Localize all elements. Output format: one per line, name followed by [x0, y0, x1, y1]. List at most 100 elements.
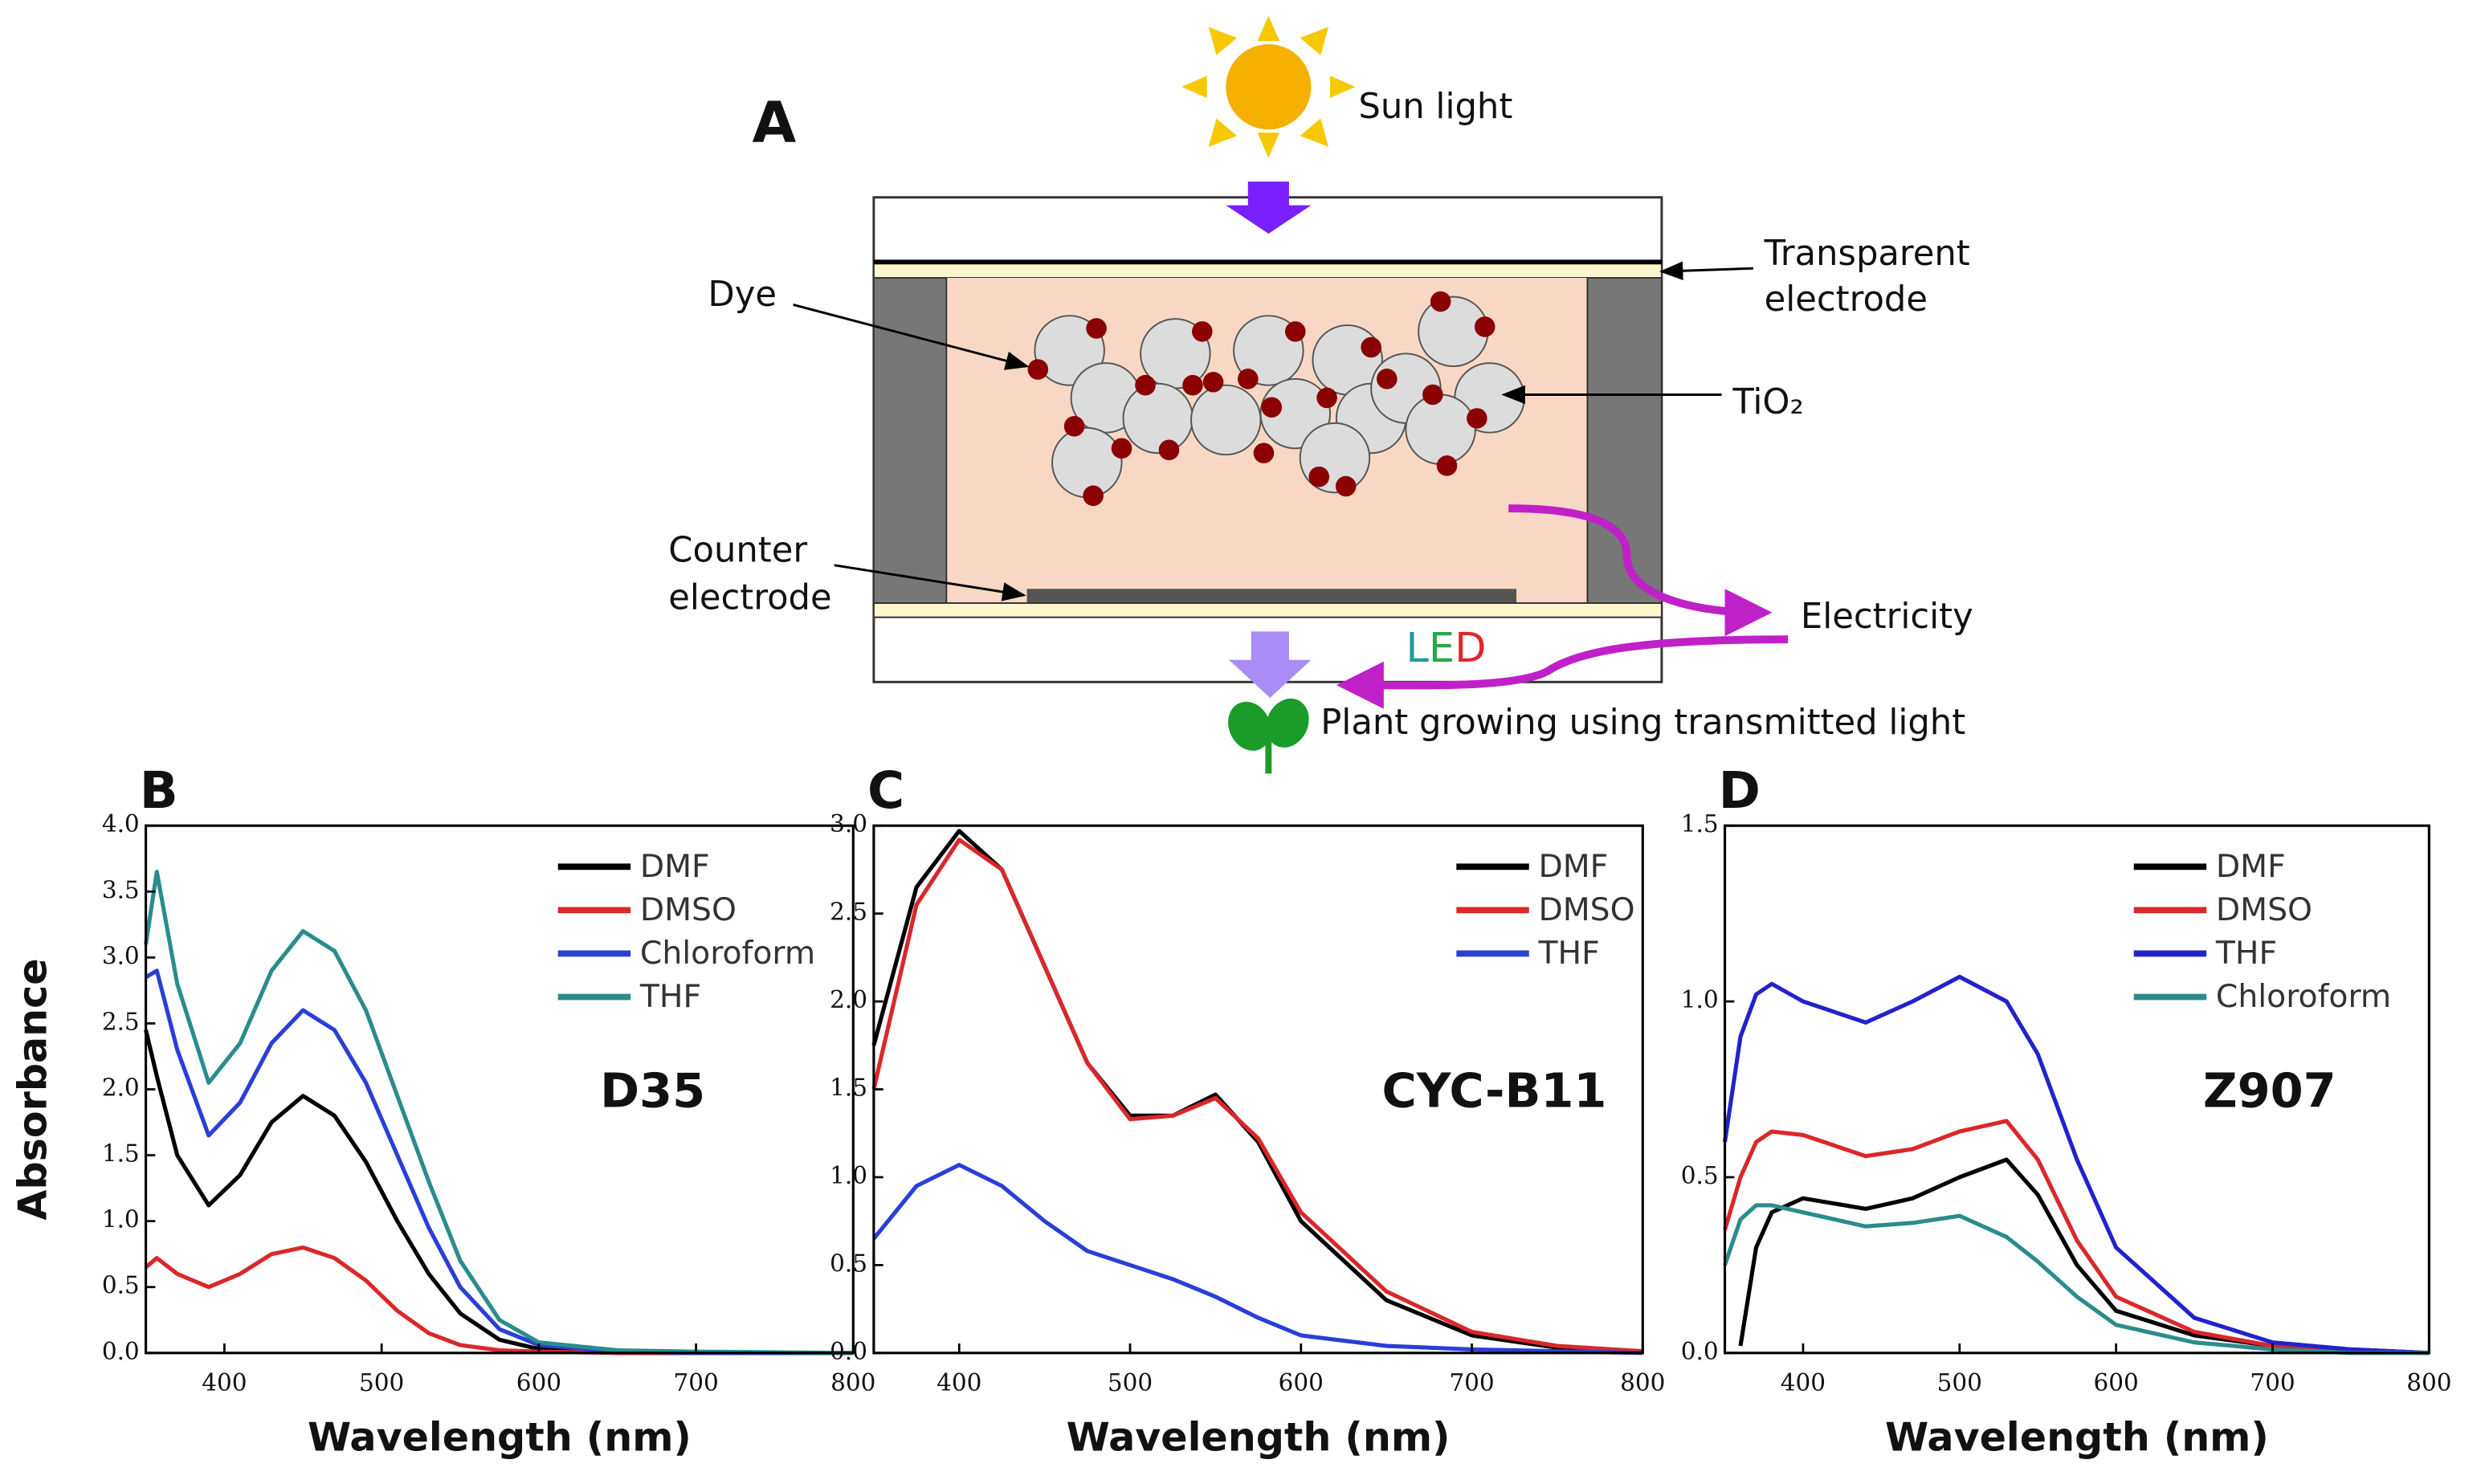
counter-electrode — [1026, 589, 1517, 603]
y-tick-label: 2.0 — [102, 1074, 140, 1102]
plant — [1228, 698, 1309, 774]
y-tick-label: 0.5 — [830, 1250, 867, 1277]
data-line — [1723, 1119, 2430, 1356]
dye-molecule — [1335, 475, 1357, 497]
sun — [1181, 15, 1356, 158]
dye-molecule — [1377, 369, 1398, 389]
data-line — [1722, 974, 2430, 1356]
legend-label: THF — [639, 979, 701, 1015]
electricity-arrow — [1508, 504, 1773, 637]
dye-molecule — [1422, 384, 1443, 406]
dye-molecule — [1284, 321, 1306, 342]
x-tick-label: 600 — [516, 1369, 561, 1396]
dye-molecule — [1436, 455, 1458, 476]
x-tick-label: 700 — [1449, 1369, 1494, 1396]
y-tick-label: 2.5 — [830, 899, 867, 926]
label: Counter — [668, 531, 807, 571]
label: Electricity — [1801, 597, 1973, 637]
sun-label: Sun light — [1358, 87, 1512, 127]
y-tick-label: 1.5 — [1681, 810, 1719, 838]
legend-label: DMSO — [640, 892, 737, 928]
y-tick-label: 3.5 — [102, 876, 140, 903]
label: TiO₂ — [1732, 382, 1804, 422]
label: Transparent — [1764, 234, 1970, 274]
legend-label: DMF — [640, 849, 710, 885]
label: electrode — [1765, 279, 1928, 320]
y-tick-label: 1.0 — [1681, 986, 1719, 1013]
panel-label: A — [752, 89, 796, 156]
x-tick-label: 600 — [2094, 1369, 2139, 1396]
y-tick-label: 0.5 — [1681, 1162, 1719, 1189]
dye-molecule — [1430, 291, 1451, 312]
legend-label: DMSO — [1539, 892, 1635, 928]
x-tick-label: 400 — [937, 1369, 981, 1396]
y-tick-label: 0.5 — [102, 1272, 140, 1299]
dye-molecule — [1238, 369, 1259, 389]
dye-molecule — [1182, 374, 1203, 396]
plot-area — [873, 826, 1643, 1353]
chart: 400 500 600 700 800 0.0 0.5 1.0 1.5 2.0 2.5 3.0 3.5 4… — [9, 761, 875, 1460]
transmitted-arrow — [1229, 631, 1312, 698]
legend-label: Chloroform — [640, 936, 815, 972]
y-tick-label: 2.0 — [830, 986, 867, 1013]
led-arrow — [1336, 635, 1789, 709]
x-tick-label: 500 — [1108, 1369, 1153, 1396]
annotation: D35 — [600, 1063, 705, 1119]
x-tick-label: 800 — [2406, 1369, 2451, 1396]
panel-label: D — [1719, 761, 1761, 820]
tio2-particle — [1051, 426, 1123, 499]
tio2-particles — [1027, 291, 1525, 507]
dye-molecule — [1083, 485, 1104, 507]
led-label: LED — [1406, 625, 1486, 672]
dye-molecule — [1063, 416, 1085, 437]
y-tick-label: 0.0 — [830, 1338, 867, 1365]
x-axis-label: Wavelength (nm) — [1885, 1413, 2269, 1460]
tio2-particle — [1190, 384, 1262, 456]
plot-area — [145, 826, 854, 1353]
dye-molecule — [1261, 397, 1283, 418]
y-tick-label: 0.0 — [102, 1338, 140, 1365]
dye-molecule — [1086, 318, 1107, 339]
axes-frame — [1723, 824, 2430, 1355]
legend-label: DMSO — [2216, 892, 2312, 928]
axes-frame — [872, 824, 1644, 1355]
y-tick-label: 1.0 — [102, 1206, 140, 1233]
bottom-electrode — [872, 602, 1663, 618]
y-tick-label: 1.5 — [830, 1074, 867, 1102]
panel-label: C — [867, 761, 904, 820]
y-tick-label: 3.0 — [830, 810, 867, 838]
x-tick-label: 500 — [359, 1369, 404, 1396]
dye-molecule — [1202, 371, 1224, 393]
light-arrow — [1226, 181, 1312, 234]
y-axis-label: Absorbance — [9, 958, 55, 1220]
x-tick-label: 700 — [2250, 1369, 2295, 1396]
dye-molecule — [1111, 438, 1132, 459]
y-tick-label: 4.0 — [102, 810, 140, 838]
dye-molecule — [1474, 316, 1496, 337]
chart: 400 500 600 700 800 0.0 0.5 1.0 1.5 Wavelength (n… — [1681, 761, 2452, 1460]
tio2-particle — [1405, 393, 1476, 465]
dye-molecule — [1308, 466, 1330, 487]
data-line — [871, 1163, 1643, 1356]
legend-label: DMF — [2216, 849, 2286, 885]
data-line — [145, 968, 854, 1356]
y-tick-label: 1.5 — [102, 1140, 140, 1168]
chart: 400 500 600 700 800 0.0 0.5 1.0 1.5 2.0 2.5 3.0 Wave… — [830, 761, 1665, 1460]
x-axis-label: Wavelength (nm) — [1067, 1413, 1451, 1460]
y-tick-label: 0.0 — [1681, 1338, 1719, 1365]
legend-label: THF — [2215, 936, 2277, 972]
x-tick-label: 500 — [1937, 1369, 1982, 1396]
label: electrode — [668, 578, 831, 618]
legend-label: DMF — [1539, 849, 1609, 885]
x-tick-label: 700 — [673, 1369, 718, 1396]
data-line — [1723, 1203, 2430, 1356]
dye-molecule — [1253, 442, 1275, 464]
x-tick-label: 600 — [1279, 1369, 1324, 1396]
x-tick-label: 400 — [202, 1369, 247, 1396]
annotation: CYC-B11 — [1381, 1063, 1606, 1119]
dye-molecule — [1467, 408, 1487, 429]
spacer — [872, 277, 948, 604]
legend-label: Chloroform — [2216, 979, 2391, 1015]
dye-molecule — [1361, 336, 1381, 358]
